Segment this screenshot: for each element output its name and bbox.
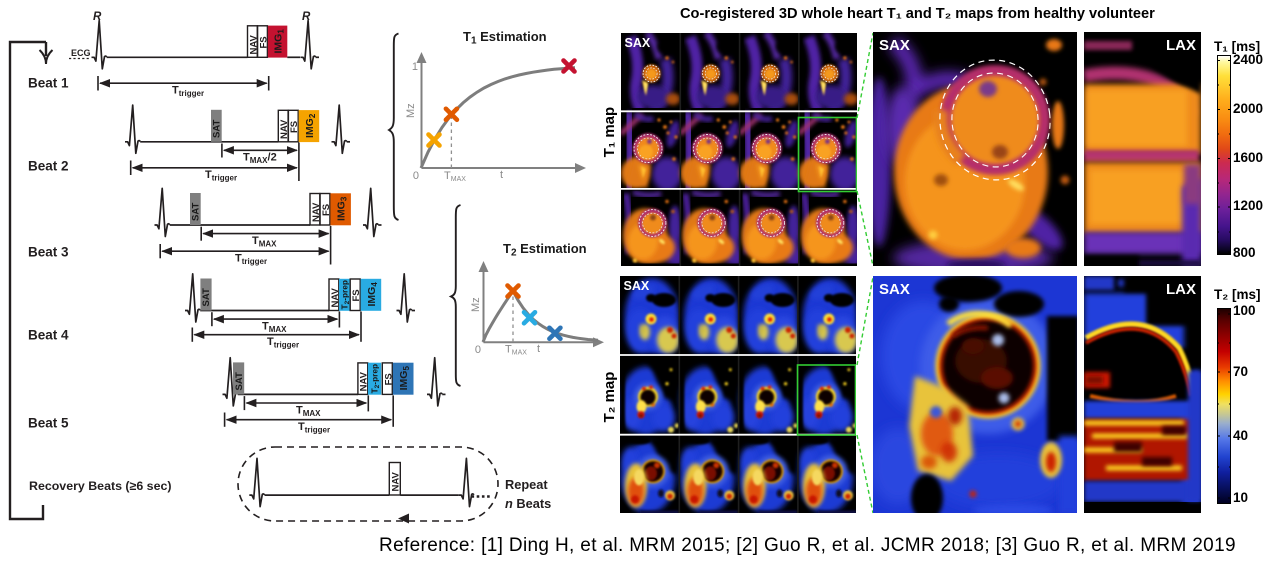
svg-text:NAV: NAV [248, 34, 259, 54]
svg-text:ECG: ECG [71, 48, 91, 58]
svg-text:t: t [537, 343, 540, 355]
svg-text:IMG1: IMG1 [273, 29, 286, 54]
svg-text:0: 0 [475, 344, 481, 356]
svg-text:Beat 1: Beat 1 [28, 76, 69, 91]
svg-text:Ttrigger: Ttrigger [172, 85, 204, 99]
svg-text:SAX: SAX [879, 281, 910, 298]
svg-text:Beat 2: Beat 2 [28, 159, 69, 174]
svg-text:NAV: NAV [330, 287, 341, 307]
svg-text:TMAX: TMAX [505, 344, 527, 357]
svg-text:TMAX: TMAX [444, 170, 466, 183]
svg-text:NAV: NAV [311, 202, 322, 222]
svg-text:LAX: LAX [1166, 37, 1196, 54]
svg-text:SAX: SAX [625, 36, 651, 50]
svg-text:IMG2: IMG2 [304, 113, 317, 138]
svg-text:FS: FS [351, 289, 362, 301]
svg-text:NAV: NAV [391, 471, 402, 491]
svg-text:R: R [302, 11, 311, 23]
svg-text:0: 0 [413, 170, 419, 182]
svg-text:SAX: SAX [879, 37, 910, 54]
svg-text:Ttrigger: Ttrigger [267, 336, 299, 350]
svg-text:R: R [93, 11, 102, 23]
svg-text:Repeat: Repeat [505, 477, 548, 492]
svg-text:NAV: NAV [359, 371, 370, 391]
svg-text:NAV: NAV [279, 119, 290, 139]
svg-text:SAT: SAT [191, 203, 202, 221]
svg-text:TMAX: TMAX [262, 321, 287, 335]
svg-text:IMG3: IMG3 [336, 196, 349, 221]
svg-text:Ttrigger: Ttrigger [205, 169, 237, 183]
svg-text:Recovery Beats (≥6 sec): Recovery Beats (≥6 sec) [29, 479, 172, 493]
svg-text:Ttrigger: Ttrigger [298, 421, 330, 435]
svg-text:TMAX: TMAX [296, 405, 321, 419]
svg-text:LAX: LAX [1166, 281, 1196, 298]
svg-text:FS: FS [289, 121, 300, 133]
svg-text:Beat 3: Beat 3 [28, 245, 69, 260]
svg-text:IMG5: IMG5 [398, 366, 411, 391]
svg-text:Beat 4: Beat 4 [28, 328, 69, 343]
svg-text:T2-prep: T2-prep [340, 280, 352, 309]
svg-text:t: t [500, 169, 503, 181]
svg-text:SAT: SAT [201, 288, 212, 306]
svg-text:T2 Estimation: T2 Estimation [503, 241, 587, 259]
svg-text:Ttrigger: Ttrigger [235, 253, 267, 267]
svg-text:FS: FS [258, 36, 269, 48]
svg-text:TMAX/2: TMAX/2 [243, 152, 277, 166]
svg-text:1: 1 [412, 61, 418, 73]
svg-text:SAX: SAX [624, 279, 650, 293]
svg-text:FS: FS [321, 204, 332, 216]
svg-text:n Beats: n Beats [505, 496, 551, 511]
svg-text:T1 Estimation: T1 Estimation [463, 29, 547, 47]
svg-text:IMG4: IMG4 [366, 282, 379, 307]
svg-text:Mz: Mz [470, 297, 482, 312]
svg-text:FS: FS [383, 373, 394, 385]
svg-text:SAT: SAT [212, 120, 223, 138]
svg-text:SAT: SAT [234, 372, 245, 390]
svg-text:Beat 5: Beat 5 [28, 416, 69, 431]
svg-text:T2-prep: T2-prep [370, 364, 382, 393]
svg-text:TMAX: TMAX [252, 235, 277, 249]
svg-text:Mz: Mz [405, 103, 417, 118]
